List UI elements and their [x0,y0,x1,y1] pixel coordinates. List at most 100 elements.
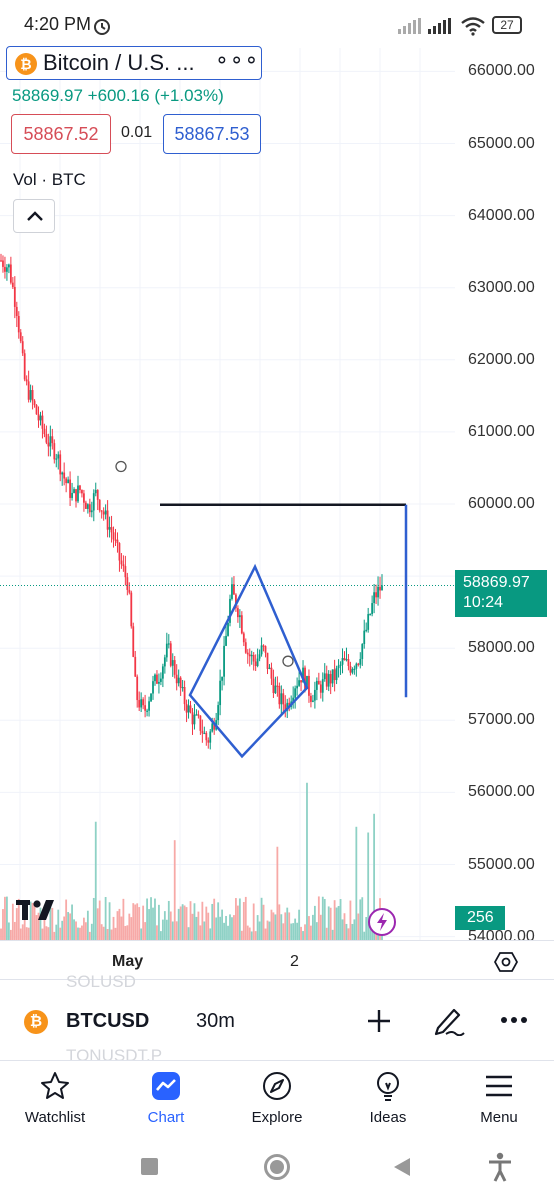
price-axis-label: 63000.00 [468,278,535,296]
candle-body [73,489,75,493]
more-icon[interactable]: ∘∘∘ [215,47,260,72]
volume-bar [57,909,60,940]
home-button[interactable] [264,1154,290,1180]
candle-body [244,642,247,653]
volume-bar [367,832,370,940]
price-chart[interactable] [0,48,554,940]
candle-body [187,705,190,713]
chart-area[interactable]: 66000.00 65000.00 64000.00 63000.00 62000.00… [0,48,554,940]
bar-countdown: 10:24 [463,594,504,611]
volume-bar [203,921,206,940]
volume-bar [323,899,326,940]
volume-bar [2,909,4,940]
battery-icon: 27 [492,16,522,34]
candle-body [158,681,160,684]
candle-body [246,652,249,655]
accessibility-icon[interactable] [486,1152,514,1182]
back-button[interactable] [393,1157,411,1177]
nav-watchlist[interactable]: Watchlist [0,1061,110,1135]
nav-ideas[interactable]: Ideas [333,1061,443,1135]
candle-body [323,673,326,680]
volume-bar [270,909,273,940]
volume-bar [79,927,81,940]
collapse-button[interactable] [13,199,55,233]
sell-button[interactable]: 58867.52 [11,114,111,154]
tradingview-logo[interactable] [16,898,62,922]
time-axis[interactable]: May 2 [0,940,554,980]
candle-body [298,680,300,686]
buy-button[interactable]: 58867.53 [163,114,261,154]
candle-body [254,661,257,667]
candle-body [236,608,239,618]
symbol-title: Bitcoin / U.S. ... [43,50,195,75]
volume-bar [102,926,105,940]
candle-body [65,478,68,484]
volume-bar [308,916,310,940]
volume-bar [65,899,68,940]
candle-body [128,589,131,593]
symbol-selector[interactable]: ₿ Bitcoin / U.S. ... ∘∘∘ [6,46,262,80]
recents-button[interactable] [141,1158,158,1175]
volume-bar [59,927,62,940]
pencil-icon[interactable] [432,1004,466,1036]
volume-bar [118,908,121,940]
plus-icon[interactable] [366,1008,392,1034]
candle-body [331,669,334,684]
volume-bar [292,923,295,940]
candle-body [313,689,316,701]
ticker-name[interactable]: BTCUSD [66,1010,150,1032]
hexagon-settings-icon[interactable] [494,951,518,973]
candle-body [71,492,73,498]
volume-bar [19,928,22,940]
candle-body [118,543,121,561]
candle-body [83,493,85,503]
candle-body [100,510,103,512]
volume-bar [240,930,243,940]
candle-body [205,732,208,741]
ticker-bar: SOLUSD ₿ BTCUSD 30m TONUSDT.P [0,972,554,1065]
candle-body [15,306,18,317]
candle-body [270,667,273,679]
candle-body [329,674,332,684]
candle-body [308,675,310,696]
volume-bar [359,899,362,940]
candle-body [240,615,243,634]
volume-bar [347,928,350,940]
candle-body [108,527,111,530]
candle-body [169,643,172,666]
candle-body [355,663,358,669]
chart-icon [152,1072,180,1100]
nav-explore[interactable]: Explore [222,1061,332,1135]
candle-body [126,577,129,590]
volume-badge: 256 [455,906,505,930]
marker-circle [282,655,294,667]
more-icon[interactable] [500,1016,528,1024]
flash-icon[interactable] [368,908,396,936]
volume-bar [363,931,366,940]
nav-chart[interactable]: Chart [111,1061,221,1135]
nav-menu[interactable]: Menu [444,1061,554,1135]
volume-bar [4,896,6,940]
volume-bar [104,896,107,940]
candle-body [81,490,83,494]
candle-body [165,643,168,658]
volume-bar [213,898,216,940]
nav-label-chart: Chart [147,1109,185,1126]
interval-selector[interactable]: 30m [196,1010,235,1032]
volume-bar [13,921,16,940]
volume-bar [238,898,241,940]
volume-indicator-label[interactable]: Vol · BTC [13,170,86,189]
candle-body [377,586,379,598]
candle-body [193,714,196,725]
candle-body [238,615,241,618]
volume-bar [185,907,188,940]
candle-body [154,674,156,682]
volume-bar [83,917,85,940]
candle-body [47,442,50,447]
volume-bar [310,925,312,940]
volume-bar [302,931,304,940]
volume-bar [73,919,75,940]
candle-body [104,510,107,515]
candle-body [146,710,148,712]
candle-body [339,664,342,666]
